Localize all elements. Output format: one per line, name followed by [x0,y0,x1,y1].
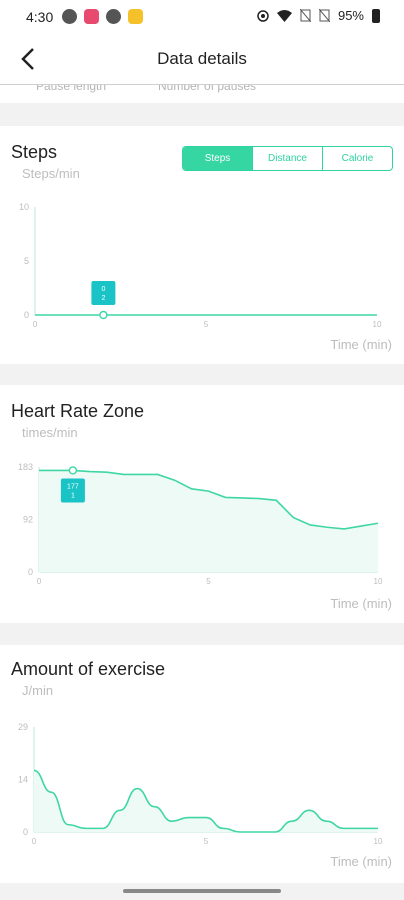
y-tick-label: 29 [18,722,28,732]
exercise-card: Amount of exercise J/min 0 14 29 0 5 10 Time … [0,645,404,883]
tab-distance[interactable]: Distance [252,147,322,170]
x-tick-label: 10 [373,320,382,329]
status-bar: 4:30 95% [0,0,404,34]
tooltip-label: 2 [101,295,105,302]
app-notification-icon [62,9,77,24]
y-tick-label: 183 [18,462,33,472]
series-line [39,469,379,530]
x-tick-label: 0 [32,837,37,846]
tab-calorie[interactable]: Calorie [322,147,392,170]
exercise-unit: J/min [22,683,54,698]
data-point-marker [99,310,108,320]
scrolled-stats-row: Pause length Number of pauses [0,85,404,103]
page-title: Data details [157,49,247,68]
steps-unit: Steps/min [22,166,80,181]
tooltip-label: 177 [67,483,79,490]
system-icons: 95% [257,8,380,23]
steps-chart: 0 5 10 0 5 10 0 2 [19,202,382,329]
tooltip-box [60,478,85,503]
heart-rate-chart: 0 92 183 0 5 10 177 1 [18,462,383,586]
y-tick-label: 14 [18,775,28,785]
pause-count-label: Number of pauses [158,85,257,93]
exercise-chart: 0 14 29 0 5 10 [18,722,383,846]
heart-rate-x-axis-label: Time (min) [330,596,392,611]
tooltip-label: 1 [71,492,75,499]
location-icon [257,9,269,22]
no-signal-icon [299,9,311,22]
exercise-x-axis-label: Time (min) [330,854,392,869]
battery-icon [372,8,380,23]
app-notification-icon [84,9,99,24]
metric-toggle: Steps Distance Calorie [182,146,393,171]
tooltip-label: 0 [101,286,105,293]
tooltip-box [91,281,116,305]
exercise-title: Amount of exercise [11,659,166,679]
wifi-icon [276,9,292,22]
home-indicator[interactable] [123,889,281,893]
x-tick-label: 10 [374,837,383,846]
status-time: 4:30 [26,9,54,25]
x-tick-label: 5 [204,837,209,846]
app-notification-icon [128,9,143,24]
app-notification-icon [106,9,121,24]
steps-x-axis-label: Time (min) [330,337,392,352]
x-tick-label: 0 [33,320,38,329]
top-nav: Data details [0,34,404,85]
x-tick-label: 10 [374,577,383,586]
heart-rate-card: Heart Rate Zone times/min 0 92 183 0 5 10 177 1… [0,385,404,623]
x-tick-label: 5 [206,577,211,586]
y-tick-label: 92 [23,515,33,525]
y-tick-label: 0 [24,310,29,320]
y-tick-label: 10 [19,202,29,212]
y-tick-label: 0 [28,567,33,577]
x-tick-label: 0 [37,577,42,586]
back-arrow-icon[interactable] [14,44,44,74]
steps-card: Steps Steps/min Steps Distance Calorie 0… [0,126,404,364]
series-area [39,470,378,572]
heart-rate-title: Heart Rate Zone [11,401,145,421]
heart-rate-unit: times/min [22,425,78,440]
x-tick-label: 5 [204,320,209,329]
series-line [33,769,378,833]
tab-steps[interactable]: Steps [183,147,252,170]
data-point-marker [68,466,78,475]
series-area [34,770,378,832]
no-signal-icon [318,9,330,22]
y-tick-label: 0 [23,827,28,837]
y-tick-label: 5 [24,256,29,266]
pause-length-label: Pause length [36,85,107,93]
steps-title: Steps [11,142,58,162]
notification-icons [62,9,143,24]
battery-percent: 95% [337,8,364,23]
